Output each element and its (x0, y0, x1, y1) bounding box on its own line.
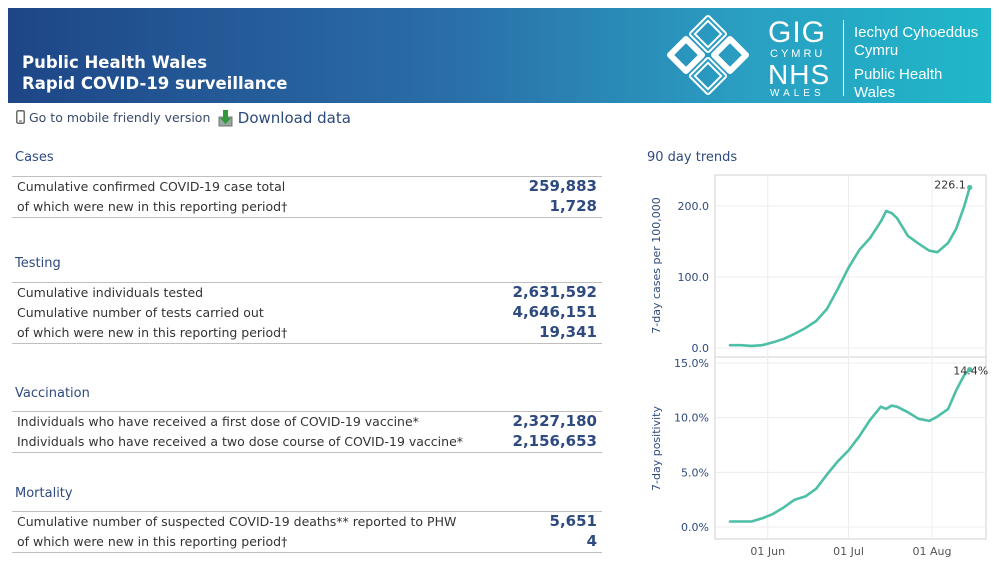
row-label: Individuals who have received a first do… (17, 414, 419, 429)
section-title-cases: Cases (15, 150, 54, 165)
end-value-label: 226.1 (934, 178, 966, 191)
logo-wales: WALES (770, 88, 825, 99)
row-value: 5,651 (549, 512, 597, 530)
nhs-wales-logo: GIG CYMRU NHS WALES Iechyd Cyhoeddus Cym… (658, 8, 991, 103)
trends-title: 90 day trends (647, 150, 738, 165)
row-value: 19,341 (539, 323, 597, 341)
y-tick-label: 5.0% (681, 466, 709, 479)
page-title: Public Health Wales Rapid COVID-19 surve… (22, 52, 288, 94)
row-label: Cumulative individuals tested (17, 285, 204, 300)
section-title-mortality: Mortality (15, 486, 73, 501)
series-end-point (967, 366, 973, 373)
logo-nhs: NHS (768, 59, 831, 90)
row-value: 259,883 (528, 177, 597, 195)
mortality-table: Cumulative number of suspected COVID-19 … (12, 511, 602, 553)
row-label: of which were new in this reporting peri… (17, 199, 288, 214)
logo-org-welsh-2: Cymru (854, 42, 899, 59)
logo-org-en-1: Public Health (854, 66, 943, 83)
row-label: of which were new in this reporting peri… (17, 534, 288, 549)
table-row: Cumulative number of tests carried out 4… (12, 303, 602, 323)
mobile-version-label: Go to mobile friendly version (28, 110, 211, 125)
series-line (728, 186, 972, 348)
row-value: 2,156,653 (512, 432, 597, 450)
row-label: Cumulative number of tests carried out (17, 305, 264, 320)
phone-icon (16, 110, 25, 124)
row-value: 4,646,151 (512, 303, 597, 321)
y-tick-label: 0.0 (692, 342, 710, 355)
y-tick-label: 0.0% (681, 521, 709, 534)
row-value: 1,728 (549, 197, 597, 215)
table-row: Cumulative confirmed COVID-19 case total… (12, 177, 602, 197)
section-title-testing: Testing (15, 256, 61, 271)
download-data-button[interactable]: Download data (218, 109, 351, 127)
y-tick-label: 10.0% (674, 412, 709, 425)
testing-table: Cumulative individuals tested 2,631,592 … (12, 282, 602, 344)
logo-org-welsh-1: Iechyd Cyhoeddus (854, 24, 979, 41)
x-tick-label: 01 Aug (913, 545, 952, 558)
header-banner: Public Health Wales Rapid COVID-19 surve… (8, 8, 991, 103)
series-line (728, 368, 972, 523)
table-row: of which were new in this reporting peri… (12, 197, 602, 217)
download-data-label: Download data (237, 109, 351, 127)
table-row: Cumulative number of suspected COVID-19 … (12, 512, 602, 532)
celtic-knot-icon (667, 15, 749, 95)
section-title-vaccination: Vaccination (15, 386, 90, 401)
cases-table: Cumulative confirmed COVID-19 case total… (12, 176, 602, 218)
end-value-label: 14.4% (953, 365, 988, 378)
row-value: 4 (586, 532, 597, 550)
row-label: Cumulative number of suspected COVID-19 … (17, 514, 457, 529)
y-axis-label: 7-day positivity (650, 406, 663, 491)
y-axis-label: 7-day cases per 100,000 (650, 197, 663, 333)
row-label: Cumulative confirmed COVID-19 case total (17, 179, 286, 194)
row-label: Individuals who have received a two dose… (17, 434, 464, 449)
table-row: Individuals who have received a two dose… (12, 432, 602, 452)
row-value: 2,631,592 (512, 283, 597, 301)
download-icon (218, 110, 233, 127)
logo-divider (843, 20, 844, 96)
page-title-line1: Public Health Wales (22, 53, 208, 72)
trend-charts: 01 Jun 01 Jul 01 Aug 0.0 100.0 200.0 7-day cas… (650, 174, 988, 558)
table-row: Cumulative individuals tested 2,631,592 (12, 283, 602, 303)
row-value: 2,327,180 (512, 412, 597, 430)
logo-org-en-2: Wales (854, 84, 896, 101)
series-end-point (967, 184, 973, 191)
x-tick-label: 01 Jun (750, 545, 785, 558)
table-row: of which were new in this reporting peri… (12, 532, 602, 552)
y-tick-label: 200.0 (678, 200, 710, 213)
table-row: Individuals who have received a first do… (12, 412, 602, 432)
page-title-line2: Rapid COVID-19 surveillance (22, 74, 288, 93)
vaccination-table: Individuals who have received a first do… (12, 411, 602, 453)
row-label: of which were new in this reporting peri… (17, 325, 288, 340)
y-tick-label: 100.0 (678, 271, 710, 284)
y-tick-label: 15.0% (674, 357, 709, 370)
logo-gig: GIG (768, 16, 827, 49)
logo-cymru: CYMRU (770, 48, 826, 60)
table-row: of which were new in this reporting peri… (12, 323, 602, 343)
x-tick-label: 01 Jul (833, 545, 864, 558)
mobile-version-link[interactable]: Go to mobile friendly version (16, 110, 210, 125)
